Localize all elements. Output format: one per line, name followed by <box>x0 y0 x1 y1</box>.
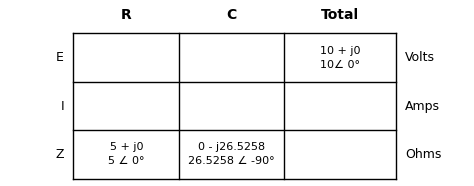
Text: R: R <box>121 8 132 22</box>
Text: Amps: Amps <box>405 100 440 113</box>
Text: Z: Z <box>55 148 64 161</box>
Text: 10 + j0
10∠ 0°: 10 + j0 10∠ 0° <box>320 46 360 70</box>
Text: I: I <box>60 100 64 113</box>
Text: 0 - j26.5258
26.5258 ∠ -90°: 0 - j26.5258 26.5258 ∠ -90° <box>189 142 275 166</box>
Text: Total: Total <box>321 8 359 22</box>
Text: Volts: Volts <box>405 51 435 64</box>
Text: Ohms: Ohms <box>405 148 442 161</box>
Text: 5 + j0
5 ∠ 0°: 5 + j0 5 ∠ 0° <box>108 142 145 166</box>
Text: E: E <box>56 51 64 64</box>
Text: C: C <box>227 8 237 22</box>
